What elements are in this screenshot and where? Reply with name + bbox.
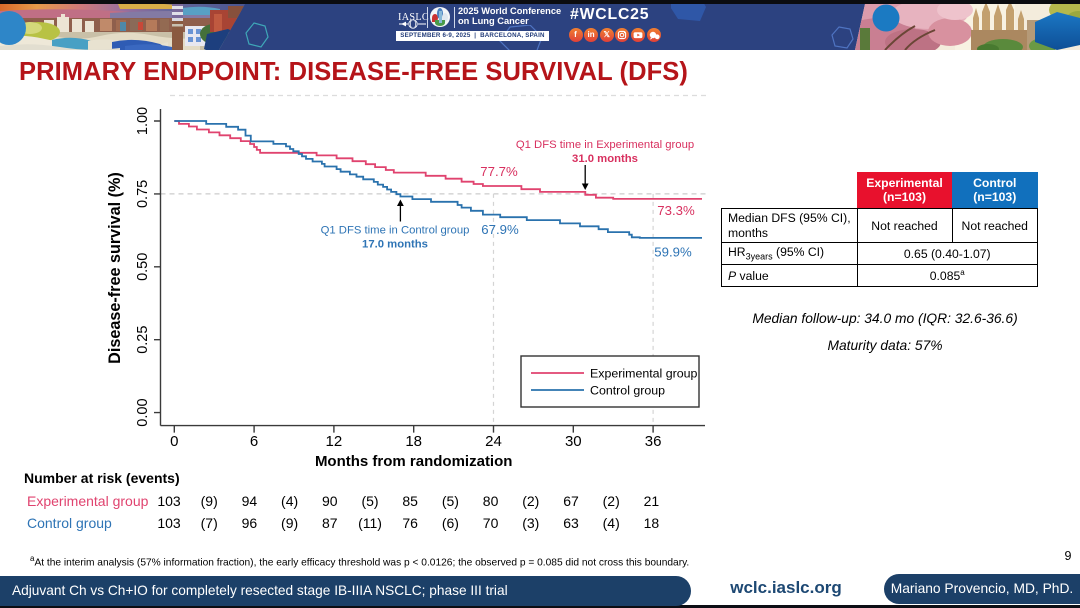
svg-text:1.00: 1.00 xyxy=(135,107,151,135)
svg-text:Control group: Control group xyxy=(590,384,665,398)
svg-text:30: 30 xyxy=(565,433,582,450)
svg-text:67.9%: 67.9% xyxy=(481,222,519,237)
svg-text:12: 12 xyxy=(326,433,343,450)
svg-text:Q1 DFS time in Control group: Q1 DFS time in Control group xyxy=(321,225,470,237)
svg-text:24: 24 xyxy=(485,433,502,450)
svg-text:0: 0 xyxy=(170,433,178,450)
svg-text:31.0 months: 31.0 months xyxy=(572,153,638,165)
svg-text:Months from randomization: Months from randomization xyxy=(315,453,513,470)
svg-text:73.3%: 73.3% xyxy=(657,203,695,218)
svg-text:0.25: 0.25 xyxy=(135,326,151,354)
svg-text:0.00: 0.00 xyxy=(135,398,151,426)
svg-text:18: 18 xyxy=(405,433,422,450)
svg-text:0.75: 0.75 xyxy=(135,180,151,208)
svg-text:Disease-free survival (%): Disease-free survival (%) xyxy=(106,172,124,364)
svg-text:0.50: 0.50 xyxy=(135,253,151,281)
svg-text:6: 6 xyxy=(250,433,258,450)
svg-text:77.7%: 77.7% xyxy=(480,164,518,179)
svg-text:36: 36 xyxy=(645,433,662,450)
svg-text:Experimental group: Experimental group xyxy=(590,367,698,381)
svg-text:59.9%: 59.9% xyxy=(654,245,692,260)
svg-text:Q1 DFS time in Experimental g: Q1 DFS time in Experimental group xyxy=(516,139,694,151)
svg-text:17.0 months: 17.0 months xyxy=(362,239,428,251)
